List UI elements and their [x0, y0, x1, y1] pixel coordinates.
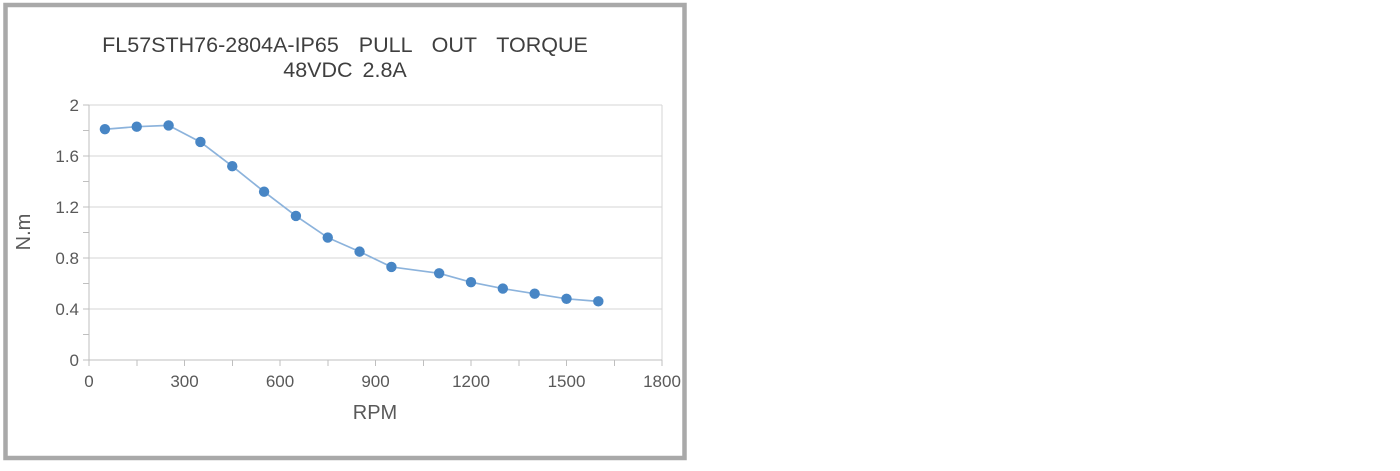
- data-point: [131, 121, 142, 132]
- y-tick-label: 0: [70, 351, 79, 370]
- data-point: [290, 210, 302, 222]
- x-tick-label: 0: [84, 372, 93, 391]
- data-point: [322, 232, 333, 243]
- data-point: [593, 296, 604, 307]
- y-tick-label: 1.2: [55, 198, 79, 217]
- data-point: [354, 246, 365, 257]
- y-tick-label: 0.4: [55, 300, 79, 319]
- data-point: [227, 161, 238, 172]
- chart-subtitle: 48VDC 2.8A: [283, 58, 407, 82]
- data-point: [163, 120, 174, 131]
- plot-area: 0 0.4 0.8 1.2 1.6 2 0 300 600 900 1200 1500 1800: [55, 96, 681, 391]
- data-point: [433, 268, 445, 279]
- chart-title: FL57STH76-2804A-IP65 PULL OUT TORQUE: [102, 33, 588, 57]
- chart-frame: [3, 2, 687, 461]
- data-point: [386, 261, 397, 273]
- x-tick-label: 600: [266, 372, 294, 391]
- x-tick-label: 1800: [643, 372, 681, 391]
- data-point: [258, 186, 270, 197]
- y-axis-title: N.m: [13, 214, 35, 251]
- data-point: [465, 277, 477, 288]
- y-tick-label: 2: [70, 96, 79, 115]
- data-point: [561, 293, 572, 304]
- data-point: [529, 288, 540, 299]
- data-point: [195, 136, 206, 148]
- y-tick-label: 1.6: [55, 147, 79, 166]
- data-point: [99, 124, 111, 135]
- x-tick-label: 900: [361, 372, 389, 391]
- torque-series-line: [104, 124, 600, 303]
- y-tick-label: 0.8: [55, 249, 79, 268]
- x-tick-label: 1200: [452, 372, 490, 391]
- x-axis-title: RPM: [353, 402, 397, 424]
- data-point: [497, 283, 509, 294]
- x-tick-label: 1500: [548, 372, 586, 391]
- x-tick-label: 300: [170, 372, 198, 391]
